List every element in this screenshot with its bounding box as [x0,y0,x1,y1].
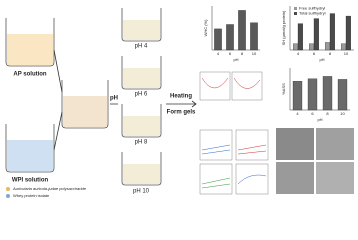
x-tick-label: 4 [297,51,300,56]
y-axis-label: %ASS [281,83,286,95]
bar [337,79,348,111]
x-tick-label: 8 [326,111,329,116]
ph-label: pH [110,96,118,102]
bar [309,43,315,51]
bar [226,24,234,51]
bar [292,81,303,111]
ph4-label: pH 4 [135,44,148,50]
bar [341,43,347,51]
x-tick-label: 6 [229,51,232,56]
x-tick-label: 4 [217,51,220,56]
heating-label: Heating [170,94,192,100]
x-tick-label: 6 [313,51,316,56]
x-tick-label: 10 [252,51,257,56]
ap-label: AP solution [13,72,47,78]
x-axis-label: pH [233,57,238,62]
thermograms [199,71,269,195]
ph6-label: pH 6 [135,92,148,98]
bar [250,22,258,51]
bar [214,28,222,51]
legend-swatch [6,194,10,198]
bar [313,18,319,51]
legend-swatch [294,12,297,15]
micrographs [276,128,354,194]
legend-label: Free sulfhydryl [299,6,325,11]
x-tick-label: 10 [344,51,349,56]
wpi-label: WPI solution [12,178,49,184]
legend-polysaccharide: Auricularia auricula-judae polysaccharid… [12,186,87,191]
graphical-abstract: AP solution WPI solution pH pH 4 pH 6 pH… [5,6,354,198]
x-tick-label: 10 [340,111,345,116]
x-tick-label: 4 [296,111,299,116]
bar [345,15,351,51]
bar [325,42,331,51]
x-axis-label: pH [317,117,322,122]
y-axis-label: SH (μmol/g protein) [281,10,286,45]
ph10-label: pH 10 [133,189,150,195]
beakers [5,8,197,186]
legend-protein: Whey protein isolate [13,193,50,198]
bar [238,10,246,51]
bar [322,76,333,111]
legend-swatch [6,187,10,191]
bar [297,23,303,51]
y-axis-label: WHC (%) [203,19,208,37]
legend-swatch [294,7,297,10]
legend-label: Total sulfhydryl [299,11,326,16]
x-axis-label: pH [319,57,324,62]
x-tick-label: 8 [241,51,244,56]
bar [293,43,299,51]
ph8-label: pH 8 [135,140,148,146]
x-tick-label: 8 [329,51,332,56]
form-label: Form gels [167,110,196,116]
bar [307,78,318,111]
bar [329,13,335,51]
x-tick-label: 6 [311,111,314,116]
